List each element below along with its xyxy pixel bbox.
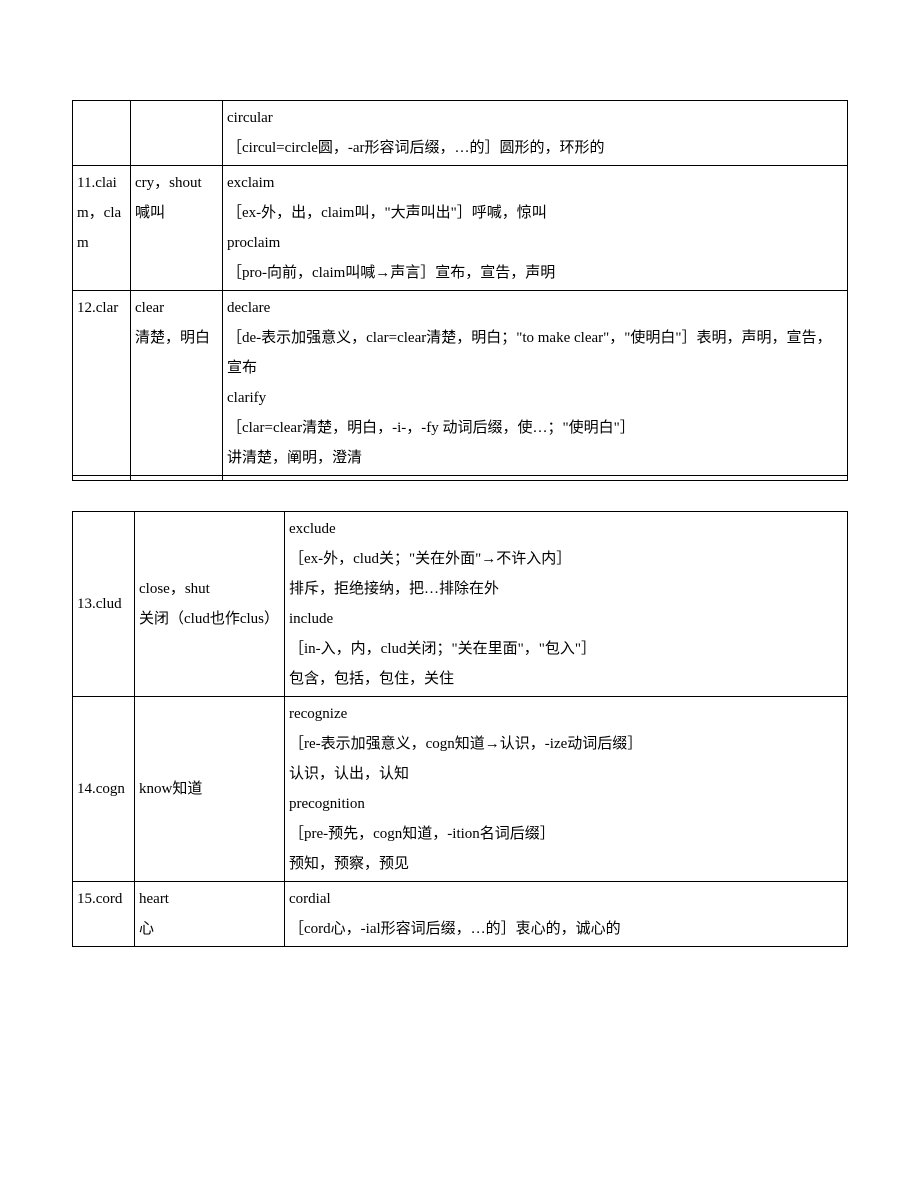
table-row — [73, 476, 848, 481]
examples-cell: circular［circul=circle圆，-ar形容词后缀，…的］圆形的，… — [223, 101, 848, 166]
examples-cell: exclaim［ex-外，出，claim叫，"大声叫出"］呼喊，惊叫procla… — [223, 166, 848, 291]
meaning-cell — [131, 476, 223, 481]
page: circular［circul=circle圆，-ar形容词后缀，…的］圆形的，… — [0, 0, 920, 1007]
table-row: 13.clud close，shut关闭（clud也作clus） exclude… — [73, 512, 848, 697]
examples-cell — [223, 476, 848, 481]
examples-cell: exclude［ex-外，clud关；"关在外面"→不许入内］排斥，拒绝接纳，把… — [285, 512, 848, 697]
root-cell: 15.cord — [73, 882, 135, 947]
root-cell: 14.cogn — [73, 697, 135, 882]
table-row: 11.claim，clam cry，shout喊叫 exclaim［ex-外，出… — [73, 166, 848, 291]
table-row: 15.cord heart心 cordial［cord心，-ial形容词后缀，…… — [73, 882, 848, 947]
meaning-cell: know知道 — [135, 697, 285, 882]
examples-cell: cordial［cord心，-ial形容词后缀，…的］衷心的，诚心的 — [285, 882, 848, 947]
meaning-cell: clear清楚，明白 — [131, 291, 223, 476]
meaning-cell — [131, 101, 223, 166]
root-cell: 12.clar — [73, 291, 131, 476]
table-row: circular［circul=circle圆，-ar形容词后缀，…的］圆形的，… — [73, 101, 848, 166]
table-row: 14.cogn know知道 recognize［re-表示加强意义，cogn知… — [73, 697, 848, 882]
examples-cell: declare［de-表示加强意义，clar=clear清楚，明白；"to ma… — [223, 291, 848, 476]
root-cell: 11.claim，clam — [73, 166, 131, 291]
examples-cell: recognize［re-表示加强意义，cogn知道→认识，-ize动词后缀］认… — [285, 697, 848, 882]
table-gap — [72, 481, 848, 511]
root-cell: 13.clud — [73, 512, 135, 697]
meaning-cell: cry，shout喊叫 — [131, 166, 223, 291]
meaning-cell: close，shut关闭（clud也作clus） — [135, 512, 285, 697]
vocab-table-2: 13.clud close，shut关闭（clud也作clus） exclude… — [72, 511, 848, 947]
meaning-cell: heart心 — [135, 882, 285, 947]
vocab-table-1: circular［circul=circle圆，-ar形容词后缀，…的］圆形的，… — [72, 100, 848, 481]
table-row: 12.clar clear清楚，明白 declare［de-表示加强意义，cla… — [73, 291, 848, 476]
root-cell — [73, 101, 131, 166]
root-cell — [73, 476, 131, 481]
